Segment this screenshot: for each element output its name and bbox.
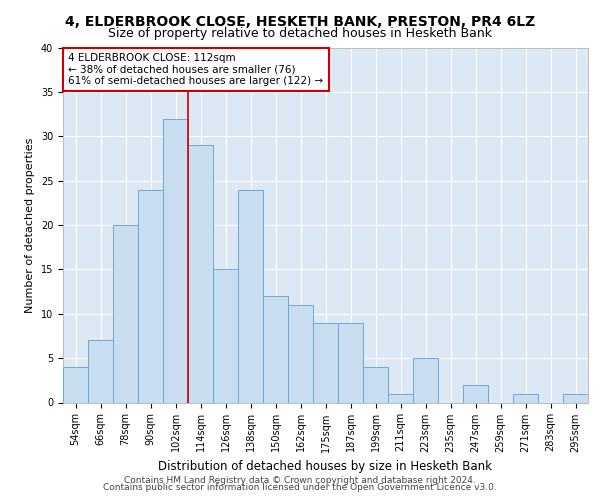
Bar [563,394,588,402]
Text: Contains HM Land Registry data © Crown copyright and database right 2024.: Contains HM Land Registry data © Crown c… [124,476,476,485]
Bar [138,190,163,402]
Text: 4 ELDERBROOK CLOSE: 112sqm
← 38% of detached houses are smaller (76)
61% of semi: 4 ELDERBROOK CLOSE: 112sqm ← 38% of deta… [68,53,323,86]
Bar [213,270,238,402]
Bar [263,296,288,403]
Bar [188,145,213,403]
Text: 4, ELDERBROOK CLOSE, HESKETH BANK, PRESTON, PR4 6LZ: 4, ELDERBROOK CLOSE, HESKETH BANK, PREST… [65,15,535,29]
X-axis label: Distribution of detached houses by size in Hesketh Bank: Distribution of detached houses by size … [158,460,493,473]
Bar [513,394,538,402]
Bar [288,305,313,402]
Bar [413,358,438,403]
Bar [363,367,388,402]
Bar [163,118,188,403]
Y-axis label: Number of detached properties: Number of detached properties [25,138,35,312]
Text: Contains public sector information licensed under the Open Government Licence v3: Contains public sector information licen… [103,484,497,492]
Bar [338,322,363,402]
Bar [88,340,113,402]
Text: Size of property relative to detached houses in Hesketh Bank: Size of property relative to detached ho… [108,28,492,40]
Bar [388,394,413,402]
Bar [313,322,338,402]
Bar [113,225,138,402]
Bar [463,385,488,402]
Bar [238,190,263,402]
Bar [63,367,88,402]
